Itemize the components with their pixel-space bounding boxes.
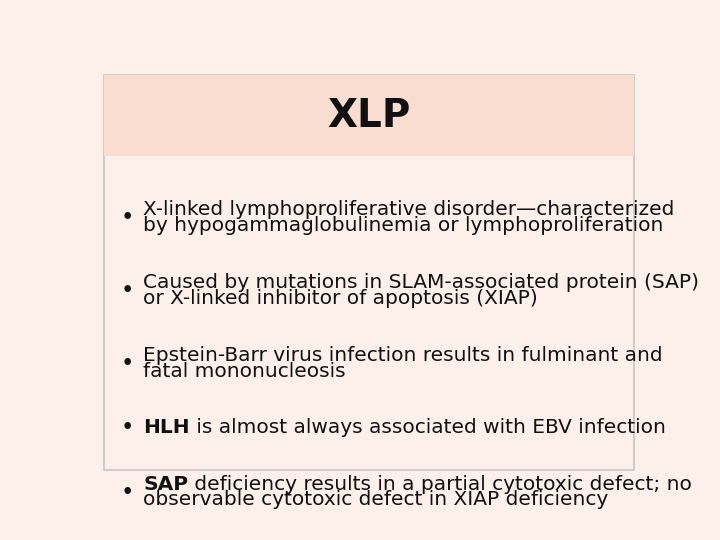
Text: or X-linked inhibitor of apoptosis (XIAP): or X-linked inhibitor of apoptosis (XIAP… [143,289,538,308]
Text: XLP: XLP [328,97,410,135]
Text: is almost always associated with EBV infection: is almost always associated with EBV inf… [189,418,665,437]
FancyBboxPatch shape [104,75,634,156]
Text: •: • [121,352,134,375]
Text: •: • [121,206,134,229]
Text: deficiency results in a partial cytotoxic defect; no: deficiency results in a partial cytotoxi… [188,475,692,494]
Text: Epstein-Barr virus infection results in fulminant and: Epstein-Barr virus infection results in … [143,346,662,365]
Text: HLH: HLH [143,418,189,437]
Text: SAP: SAP [143,475,188,494]
Text: observable cytotoxic defect in XIAP deficiency: observable cytotoxic defect in XIAP defi… [143,490,608,509]
Text: •: • [121,279,134,302]
FancyBboxPatch shape [104,75,634,470]
Text: •: • [121,416,134,439]
Text: X-linked lymphoproliferative disorder—characterized: X-linked lymphoproliferative disorder—ch… [143,200,675,219]
Text: •: • [121,481,134,503]
Text: by hypogammaglobulinemia or lymphoproliferation: by hypogammaglobulinemia or lymphoprolif… [143,216,663,235]
Text: fatal mononucleosis: fatal mononucleosis [143,362,346,381]
Text: Caused by mutations in SLAM-associated protein (SAP): Caused by mutations in SLAM-associated p… [143,273,699,292]
